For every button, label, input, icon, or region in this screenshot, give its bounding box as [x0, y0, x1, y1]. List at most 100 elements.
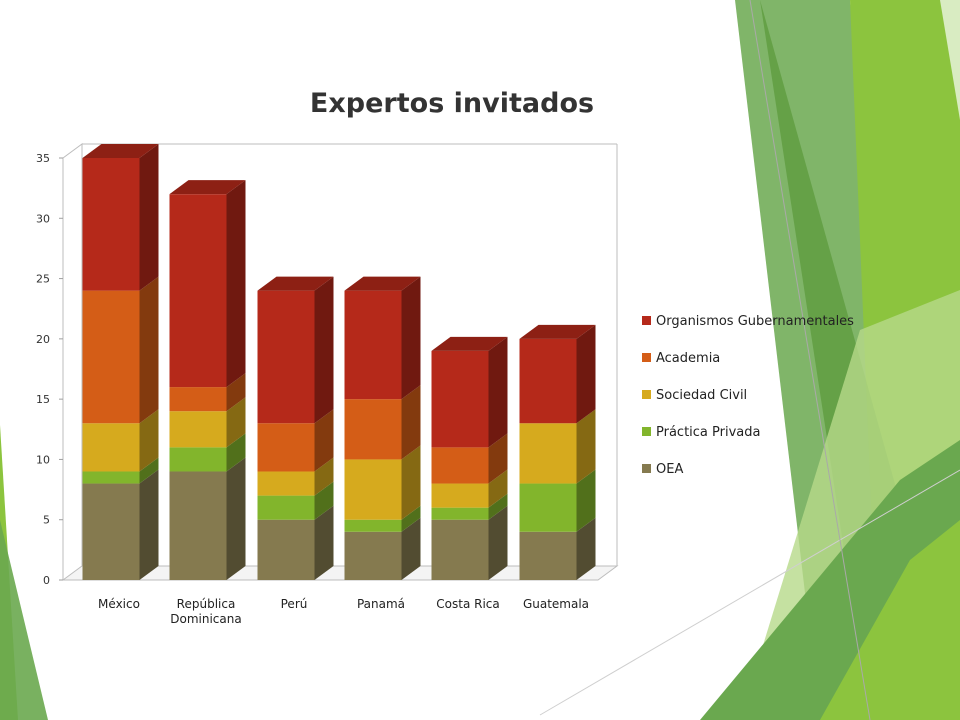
bar-segment-side [488, 505, 508, 580]
decor-shape [940, 0, 960, 120]
bar-segment-side [314, 457, 334, 496]
bar-segment-side [576, 517, 596, 580]
legend-label: OEA [656, 462, 683, 477]
x-tick-label: Guatemala [523, 597, 589, 611]
legend-swatch [642, 353, 651, 362]
bar-segment-side [576, 469, 596, 532]
bar-segment [519, 469, 596, 532]
bar-segment-front [257, 519, 315, 580]
bar-segment-front [169, 387, 227, 412]
bar-top [431, 336, 508, 351]
bar-segment-side [576, 409, 596, 484]
legend-swatch [642, 390, 651, 399]
bar-segment-front [82, 483, 140, 580]
legend-item: Práctica Privada [642, 425, 760, 440]
bar-segment-side [314, 481, 334, 520]
y-tick-label: 35 [36, 152, 50, 165]
bar-segment-front [344, 290, 402, 400]
bar-segment [82, 144, 159, 291]
bar-segment-front [431, 483, 489, 508]
x-tick-label: República Dominicana [170, 597, 241, 626]
bar-segment-side [226, 433, 246, 472]
bar-segment [431, 469, 508, 508]
bar-segment-side [401, 276, 421, 400]
bar-segment [169, 373, 246, 412]
bar-segment-side [401, 385, 421, 460]
bar-segment [169, 180, 246, 388]
bar-segment-side [226, 397, 246, 448]
bar-segment [344, 445, 421, 520]
bar-segment-side [488, 469, 508, 508]
bar-top [169, 180, 246, 195]
bar-segment-side [401, 517, 421, 580]
bar-segment-front [169, 471, 227, 580]
bar-segment-front [169, 447, 227, 472]
decor-line [539, 469, 960, 716]
bar-series [82, 144, 596, 580]
bar-segment-front [82, 290, 140, 424]
bar-segment [344, 276, 421, 400]
bar-segment-front [431, 507, 489, 520]
bar-segment [257, 505, 334, 580]
legend-item: Organismos Gubernamentales [642, 314, 854, 329]
bar-segment [169, 433, 246, 472]
bar-segment-side [314, 276, 334, 424]
decor-line [749, 0, 871, 720]
legend-label: Sociedad Civil [656, 388, 747, 403]
bar-segment-side [401, 505, 421, 532]
bar-segment-front [344, 531, 402, 580]
bar-segment-front [257, 471, 315, 496]
bar-segment [257, 409, 334, 472]
bar-segment-side [226, 180, 246, 388]
decor-shape [820, 520, 960, 720]
legend-swatch [642, 427, 651, 436]
bar-segment-front [169, 194, 227, 388]
bar-segment [82, 409, 159, 472]
bar-segment-front [519, 483, 577, 532]
bar-segment [257, 276, 334, 424]
bar-segment [431, 433, 508, 484]
bar-segment-front [344, 399, 402, 460]
bar-segment-front [82, 158, 140, 291]
bar-segment-front [257, 290, 315, 424]
bar-segment [169, 397, 246, 448]
chart-side-wall [62, 143, 83, 580]
x-tick-label: Perú [281, 597, 308, 611]
bar-segment [519, 517, 596, 580]
bar-segment-front [344, 519, 402, 532]
legend-label: Práctica Privada [656, 425, 760, 440]
x-axis-labels: México República Dominicana Perú Panamá Costa… [98, 597, 589, 626]
bar-segment [431, 493, 508, 520]
bar-segment [82, 457, 159, 484]
bar-segment [431, 336, 508, 448]
bar-segment-front [344, 459, 402, 520]
y-tick-label: 20 [36, 333, 50, 346]
y-tick-label: 15 [36, 393, 50, 406]
legend-label: Organismos Gubernamentales [656, 314, 854, 329]
bar-segment-side [314, 409, 334, 472]
bar-segment [344, 517, 421, 580]
bar-segment [257, 481, 334, 520]
bar-segment-side [226, 373, 246, 412]
y-axis-ticks: 0 5 10 15 20 25 30 35 [36, 152, 63, 587]
bar-segment-front [519, 423, 577, 484]
x-tick-label: México [98, 597, 140, 611]
bar-segment-side [139, 457, 159, 484]
bar-segment-side [139, 469, 159, 580]
bar-segment-front [431, 519, 489, 580]
x-tick-label: Costa Rica [436, 597, 499, 611]
bar-segment-front [519, 531, 577, 580]
legend-swatch [642, 464, 651, 473]
bar-segment-side [226, 457, 246, 580]
bar-segment [519, 409, 596, 484]
legend-item: OEA [642, 462, 683, 477]
stacked-bar-chart: Expertos invitados 0 5 10 15 20 25 30 35 México… [36, 88, 854, 626]
bar-segment-side [139, 409, 159, 472]
y-tick-label: 25 [36, 273, 50, 286]
y-tick-label: 5 [43, 514, 50, 527]
legend-item: Academia [642, 351, 720, 366]
bar-segment-side [314, 505, 334, 580]
bar-segment [169, 457, 246, 580]
